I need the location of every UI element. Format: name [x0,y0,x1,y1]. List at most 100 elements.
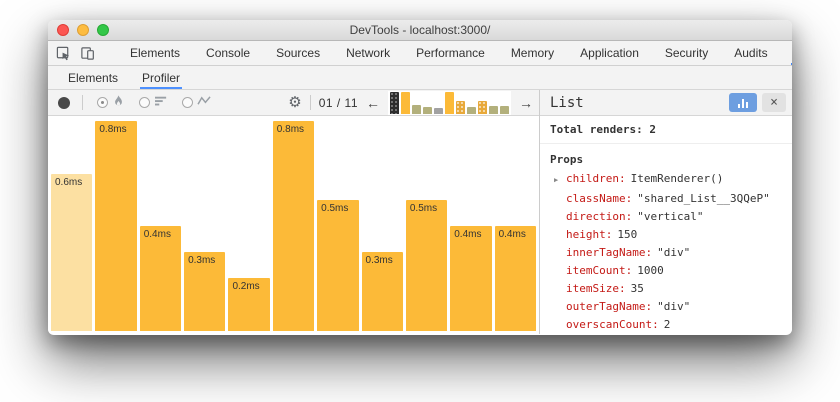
record-button[interactable] [58,96,70,109]
snapshot-bar-selected[interactable] [390,91,399,114]
snapshot-bar[interactable] [434,107,443,114]
snapshot-bar[interactable] [500,105,509,114]
flame-icon [112,94,125,111]
toolbar-separator [309,95,311,110]
prop-key: itemCount: [566,263,633,277]
prop-row[interactable]: outerTagName: "div" [540,297,792,315]
tab-security[interactable]: Security [664,46,709,60]
prop-key: height: [566,227,613,241]
prop-value: "div" [657,299,691,313]
prop-row[interactable]: useIsScrolling:false [540,333,792,334]
bar-duration-label: 0.4ms [454,229,482,240]
commit-bar[interactable]: 0.3ms [184,252,226,331]
snapshot-bar[interactable] [445,91,454,114]
prop-row[interactable]: ▶ children: ItemRenderer() [540,169,792,189]
prop-key: overscanCount: [566,317,659,331]
prop-value: 1000 [637,263,664,277]
render-chart-toggle-button[interactable] [729,93,757,112]
bar-duration-label: 0.3ms [188,255,216,266]
ranked-view-option[interactable] [139,95,168,110]
commit-bar[interactable]: 0.2ms [228,278,270,331]
close-window-button[interactable] [57,24,69,36]
bar-duration-label: 0.2ms [232,281,260,292]
commit-bar[interactable]: 0.4ms [494,226,536,331]
props-list: ▶ children: ItemRenderer() className: "share… [540,169,792,334]
profiler-pane: ⚙ 01 / 11 ← → 0.6ms 0.8ms 0.4ms 0.3ms 0.2ms 0… [48,90,540,334]
render-duration-chart: 0.6ms 0.8ms 0.4ms 0.3ms 0.2ms 0.8ms 0.5ms 0.3ms… [48,116,539,334]
commit-bar[interactable]: 0.6ms [51,174,93,331]
prop-key: direction: [566,209,633,223]
snapshot-bar[interactable] [423,106,432,114]
devtools-tabs: Elements Console Sources Network Performance… [117,41,792,65]
prop-value: "div" [657,245,691,259]
interactions-view-option[interactable] [182,95,212,110]
close-details-button[interactable]: × [762,93,786,112]
main-area: ⚙ 01 / 11 ← → 0.6ms 0.8ms 0.4ms 0.3ms 0.2ms 0… [48,90,792,334]
commit-bar[interactable]: 0.4ms [139,226,182,331]
tab-audits[interactable]: Audits [734,46,768,60]
prop-row[interactable]: overscanCount: 2 [540,315,792,333]
prop-value: "vertical" [637,209,704,223]
snapshot-bar[interactable] [412,104,421,114]
tab-application[interactable]: Application [580,46,639,60]
selected-component-name: List [550,94,584,111]
prop-row[interactable]: height: 150 [540,225,792,243]
next-snapshot-arrow[interactable]: → [519,94,533,111]
component-details-pane: List × Total renders: 2 Props ▶ children:… [540,90,792,334]
panel-tab-profiler[interactable]: Profiler [130,66,192,89]
prop-key: itemSize: [566,281,626,295]
prop-key: className: [566,191,633,205]
snapshot-bar[interactable] [478,100,487,114]
prop-row[interactable]: direction: "vertical" [540,207,792,225]
ranked-radio[interactable] [139,97,150,108]
traffic-lights [57,24,109,36]
expand-caret-icon[interactable]: ▶ [554,175,559,184]
prop-key: innerTagName: [566,245,653,259]
settings-gear-icon[interactable]: ⚙ [288,94,302,111]
prop-row[interactable]: itemCount: 1000 [540,261,792,279]
commit-bar[interactable]: 0.5ms [317,200,359,331]
bar-duration-label: 0.6ms [55,177,83,188]
tab-performance[interactable]: Performance [416,46,485,60]
snapshot-bar[interactable] [467,106,476,114]
snapshot-position: 01 / 11 [318,95,358,110]
snapshot-bar[interactable] [401,91,410,114]
flamegraph-view-option[interactable] [97,94,125,111]
minimize-window-button[interactable] [77,24,89,36]
prop-key: children: [566,171,626,185]
snapshot-bar[interactable] [489,105,498,114]
window-title: DevTools - localhost:3000/ [349,23,491,37]
tab-react[interactable]: React [781,41,792,65]
commit-bar[interactable]: 0.3ms [361,252,403,331]
commit-bar[interactable]: 0.8ms [95,121,137,331]
snapshot-selector-chart[interactable] [388,90,511,115]
prop-value: ItemRenderer() [630,171,724,185]
react-panel-tabs: Elements Profiler [48,66,792,90]
tab-sources[interactable]: Sources [276,46,321,60]
bar-duration-label: 0.5ms [409,203,438,214]
commit-bar[interactable]: 0.8ms [272,121,315,331]
details-content: Total renders: 2 Props ▶ children: ItemRen… [540,116,792,334]
device-toolbar-icon[interactable] [80,46,95,61]
tab-elements[interactable]: Elements [130,46,181,60]
bar-duration-label: 0.8ms [276,124,305,135]
flamegraph-radio[interactable] [97,97,108,108]
zoom-window-button[interactable] [97,24,109,36]
inspect-element-icon[interactable] [56,46,71,61]
commit-bar[interactable]: 0.5ms [405,200,448,331]
devtools-window: DevTools - localhost:3000/ Elements Conso… [48,20,792,335]
prop-row[interactable]: className: "shared_List__3QQeP" [540,189,792,207]
toolbar-separator [82,95,83,110]
prop-row[interactable]: innerTagName: "div" [540,243,792,261]
snapshot-bar[interactable] [456,100,465,114]
prop-row[interactable]: itemSize: 35 [540,279,792,297]
tab-console[interactable]: Console [206,46,251,60]
previous-snapshot-arrow[interactable]: ← [366,94,380,111]
commit-bar[interactable]: 0.4ms [450,226,492,331]
panel-tab-elements[interactable]: Elements [68,70,119,85]
interactions-radio[interactable] [182,97,193,108]
prop-key: outerTagName: [566,299,653,313]
tab-memory[interactable]: Memory [510,46,555,60]
ranked-chart-icon [154,95,168,110]
tab-network[interactable]: Network [346,46,391,60]
